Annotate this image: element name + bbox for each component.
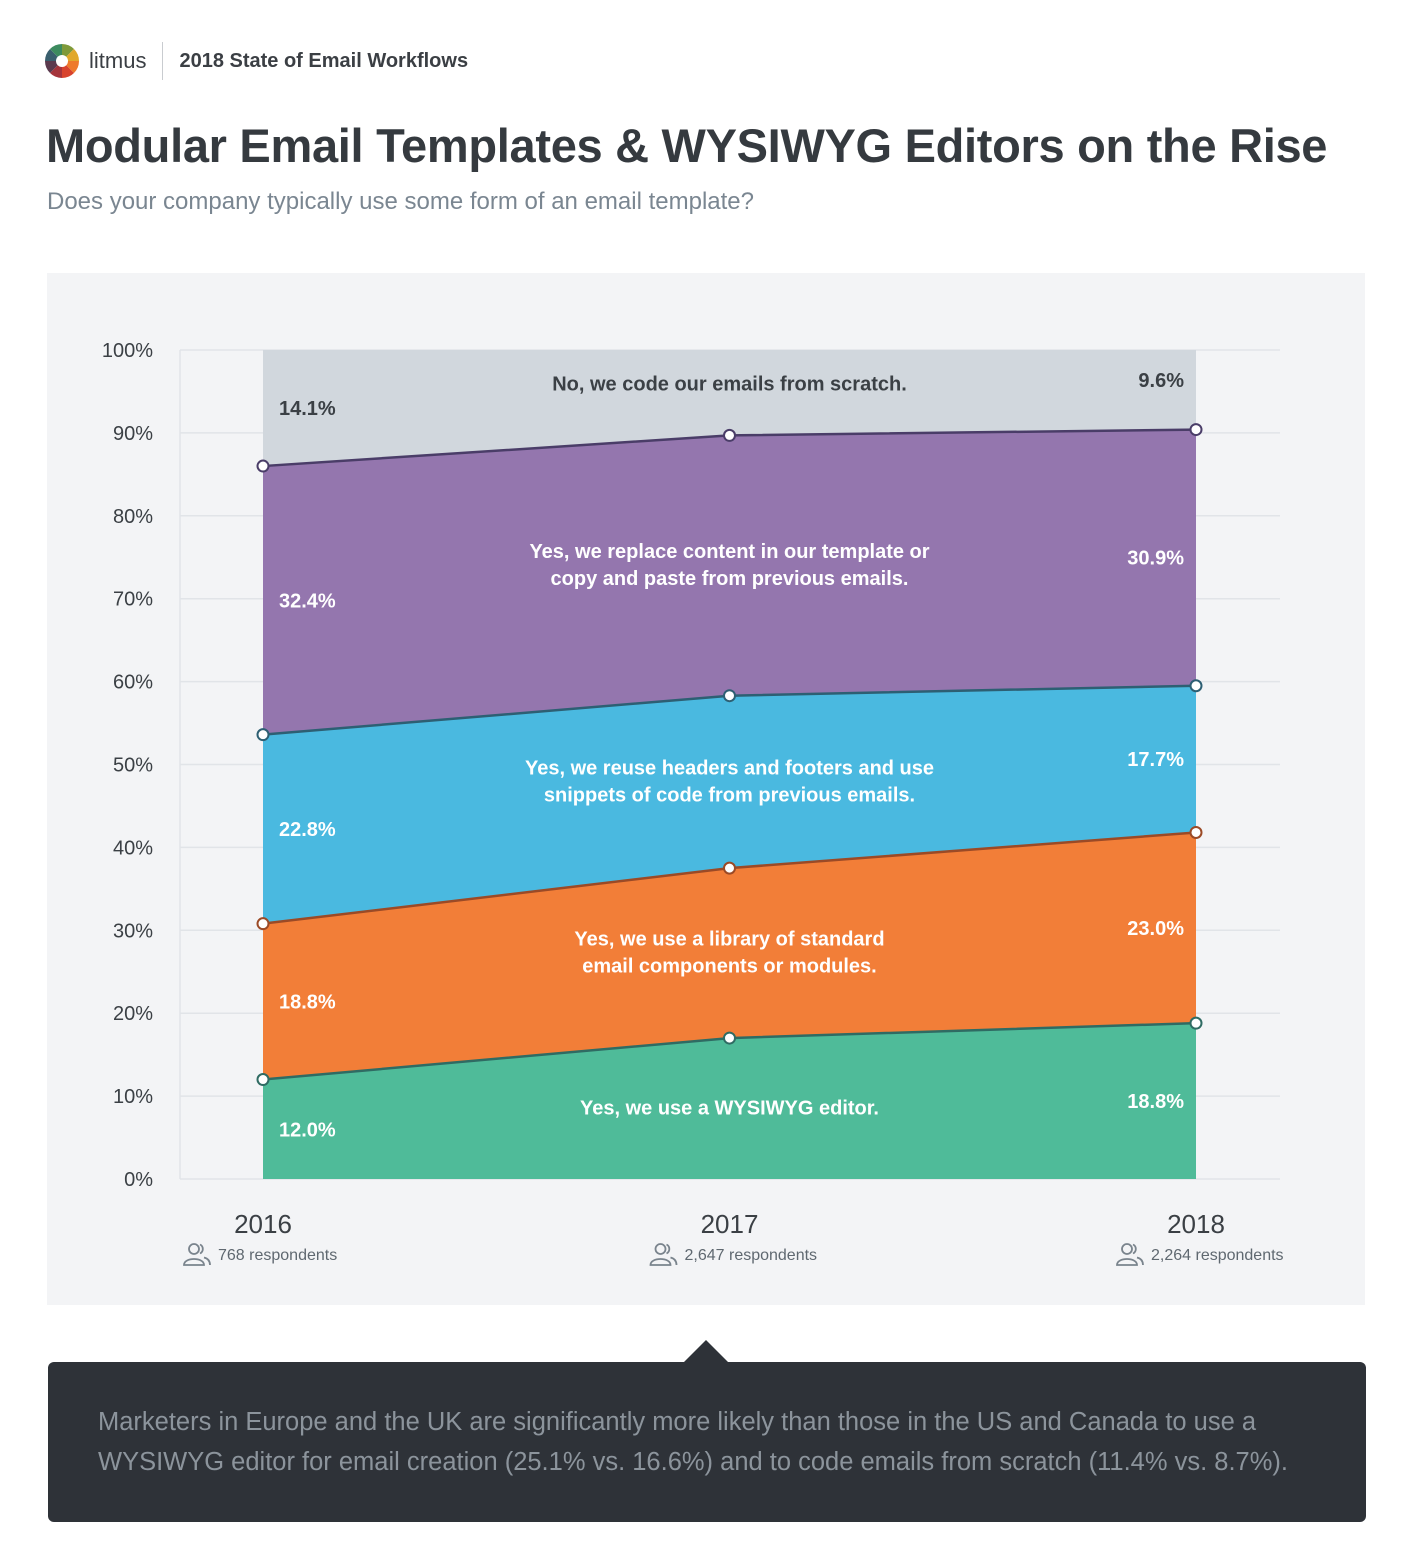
page-subtitle: Does your company typically use some for… [47, 188, 754, 215]
start-value-label: 12.0% [279, 1119, 336, 1141]
y-tick-label: 10% [113, 1086, 153, 1108]
respondents-label: 768 respondents [218, 1247, 337, 1264]
data-point-marker [723, 1031, 736, 1045]
y-tick-label: 50% [113, 755, 153, 777]
x-tick-label: 2018 [1167, 1209, 1225, 1239]
end-value-label: 9.6% [1138, 370, 1184, 392]
series-name-label: Yes, we use a WYSIWYG editor. [580, 1098, 879, 1120]
series-name-label: snippets of code from previous emails. [544, 784, 915, 806]
end-value-label: 18.8% [1127, 1091, 1184, 1113]
end-value-label: 23.0% [1127, 918, 1184, 940]
stacked-area-chart: 0% 10% 20% 30% 40% 50% 60% 70% 80% 90% 100% 12.0% 18… [102, 340, 1284, 1266]
y-tick-label: 0% [124, 1169, 153, 1191]
y-tick-label: 70% [113, 589, 153, 611]
chart-panel: 0% 10% 20% 30% 40% 50% 60% 70% 80% 90% 100% 12.0% 18… [47, 273, 1365, 1305]
respondents-icon [649, 1243, 678, 1266]
area-band [263, 429, 1196, 735]
respondents-icon [1116, 1243, 1144, 1266]
area-band [263, 350, 1196, 467]
series-name-label: copy and paste from previous emails. [551, 568, 909, 590]
series-name-label: email components or modules. [582, 956, 877, 978]
series-name-label: Yes, we replace content in our template … [529, 541, 929, 563]
y-tick-label: 40% [113, 837, 153, 859]
series-name-label: Yes, we reuse headers and footers and us… [525, 757, 934, 779]
data-point-marker [723, 861, 736, 875]
brand-name: litmus [89, 48, 147, 73]
respondents-icon [183, 1243, 211, 1266]
respondents-label: 2,264 respondents [1151, 1247, 1284, 1264]
y-tick-label: 90% [113, 423, 153, 445]
area-band [263, 685, 1196, 924]
data-point-marker [256, 917, 270, 931]
litmus-logo-icon [45, 44, 79, 78]
x-tick-label: 2017 [701, 1209, 759, 1239]
data-point-marker [256, 1073, 270, 1087]
brand-header: litmus 2018 State of Email Workflows [44, 42, 468, 80]
y-tick-label: 20% [113, 1003, 153, 1025]
data-point-marker [1189, 423, 1203, 437]
data-point-marker [256, 459, 270, 473]
series-name-label: Yes, we use a library of standard [574, 929, 884, 951]
y-tick-label: 100% [102, 340, 153, 362]
start-value-label: 18.8% [279, 992, 336, 1014]
x-tick-label: 2016 [234, 1209, 292, 1239]
respondents-label: 2,647 respondents [685, 1247, 818, 1264]
start-value-label: 22.8% [279, 819, 336, 841]
series-name-label: No, we code our emails from scratch. [552, 374, 907, 396]
brand-divider [162, 42, 164, 80]
data-point-marker [723, 428, 736, 442]
end-value-label: 17.7% [1127, 749, 1184, 771]
data-point-marker [723, 689, 736, 703]
callout-text: Marketers in Europe and the UK are signi… [98, 1408, 1288, 1476]
callout-pointer [682, 1340, 730, 1364]
area-band [263, 1023, 1196, 1179]
y-tick-label: 60% [113, 672, 153, 694]
data-point-marker [256, 728, 270, 742]
report-name: 2018 State of Email Workflows [179, 49, 469, 72]
start-value-label: 14.1% [279, 398, 336, 420]
y-tick-label: 80% [113, 506, 153, 528]
callout-box: Marketers in Europe and the UK are signi… [48, 1362, 1366, 1522]
y-tick-label: 30% [113, 920, 153, 942]
page-title: Modular Email Templates & WYSIWYG Editor… [46, 119, 1328, 172]
data-point-marker [1189, 679, 1203, 693]
start-value-label: 32.4% [279, 590, 336, 612]
end-value-label: 30.9% [1127, 548, 1184, 570]
area-band [263, 832, 1196, 1080]
data-point-marker [1189, 825, 1203, 839]
data-point-marker [1189, 1016, 1203, 1030]
